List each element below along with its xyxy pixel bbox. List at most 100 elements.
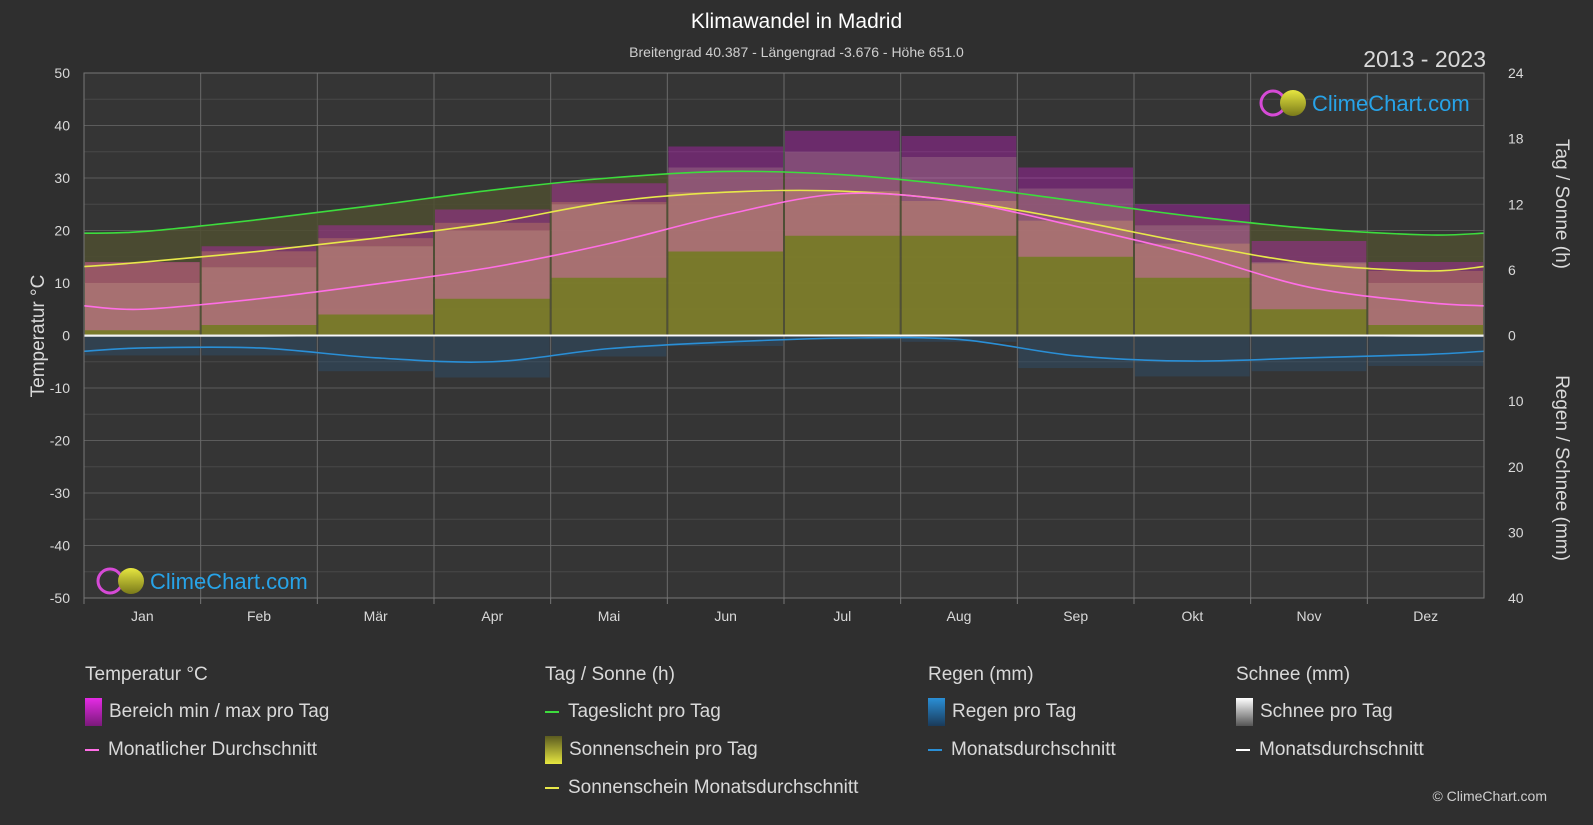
temp-range-bar [201, 267, 317, 325]
month-tick-label: Dez [1413, 608, 1438, 624]
year-range: 2013 - 2023 [1363, 46, 1486, 72]
sunshine-bar [201, 251, 317, 336]
temp-max-bar [1368, 262, 1483, 283]
legend-sunshine: Sonnenschein pro Tag [545, 736, 858, 764]
legend-rain-heading: Regen (mm) [928, 664, 1034, 685]
sunshine-bar [1018, 220, 1133, 336]
temp-avg-line [83, 192, 1485, 311]
sunshine-bar [668, 192, 783, 336]
sunshine-bar [318, 238, 433, 336]
sunshine-bar [435, 222, 550, 336]
daylight-line [83, 170, 1485, 236]
snow-swatch [1236, 698, 1253, 726]
sunshine-swatch [545, 736, 562, 764]
logo-top-right: ClimeChart.com [1259, 89, 1470, 117]
sunshine-bar [785, 191, 900, 336]
left-tick-label: -30 [50, 485, 70, 501]
left-tick-label: 50 [54, 65, 70, 81]
legend-sunshine-label: Sonnenschein pro Tag [569, 739, 758, 760]
legend-snow-label: Schnee pro Tag [1260, 701, 1393, 722]
daylight-swatch [545, 711, 559, 713]
logo-bottom-left: ClimeChart.com [96, 567, 308, 595]
temp-max-bar [201, 246, 317, 268]
legend-sunshine-avg: Sonnenschein Monatsdurchschnitt [545, 776, 858, 800]
chart-title: Klimawandel in Madrid [690, 10, 903, 33]
rain-bar [668, 335, 783, 346]
rain-bar [85, 335, 200, 356]
temp-max-bar [785, 130, 900, 152]
temp-range-bar [435, 230, 550, 299]
rain-bar [1368, 335, 1483, 366]
right-bottom-tick-label: 10 [1508, 393, 1524, 409]
legend-temp-range-label: Bereich min / max pro Tag [109, 701, 330, 722]
right-bottom-tick-label: 40 [1508, 590, 1524, 606]
rain-bar [1251, 335, 1367, 372]
legend-snow-avg: Monatsdurchschnitt [1236, 738, 1424, 762]
temp-range-swatch [85, 698, 102, 726]
legend-temperature: Temperatur °C Bereich min / max pro Tag … [85, 664, 329, 762]
logo-text-bottom: ClimeChart.com [150, 569, 308, 594]
month-tick-label: Apr [481, 608, 503, 624]
left-tick-label: -10 [50, 380, 70, 396]
temp-range-bar [318, 246, 433, 315]
sunshine-bar [1135, 243, 1250, 336]
right-bottom-tick-label: 30 [1508, 524, 1524, 540]
climate-chart: 50 40 30 20 10 0 -10 -20 -30 -40 -50 24 18 12 6 0 10 20 30… [28, 65, 1572, 624]
temp-max-bar [551, 183, 667, 205]
legend-rain: Regen (mm) Regen pro Tag Monatsdurchschn… [928, 664, 1116, 762]
temp-max-bar [668, 146, 783, 168]
logo-sun-icon [1280, 90, 1306, 116]
rain-bar [1135, 335, 1250, 377]
temp-range-bar [1018, 188, 1133, 257]
right-top-axis-title: Tag / Sonne (h) [1551, 139, 1572, 269]
legend-daylight: Tageslicht pro Tag [545, 700, 858, 724]
temp-max-bar [1135, 204, 1250, 226]
snow-avg-line [84, 334, 1485, 337]
left-tick-label: 0 [62, 328, 70, 344]
left-tick-label: 30 [54, 170, 70, 186]
legend-snow-heading: Schnee (mm) [1236, 664, 1351, 685]
sunshine-bar [1251, 263, 1367, 336]
left-tick-label: -20 [50, 433, 70, 449]
daylight-area [84, 171, 1484, 336]
temp-range-bar [1251, 262, 1367, 310]
month-tick-label: Jan [131, 608, 154, 624]
month-tick-label: Jul [833, 608, 851, 624]
legend-snow: Schnee (mm) Schnee pro Tag Monatsdurchsc… [1236, 664, 1424, 762]
sunshine-bar [85, 262, 200, 336]
sunshine-avg-swatch [545, 787, 559, 789]
right-top-tick-label: 6 [1508, 262, 1516, 278]
legend-snow-daily: Schnee pro Tag [1236, 698, 1424, 726]
legend-snow-avg-label: Monatsdurchschnitt [1259, 739, 1424, 760]
rain-bar [1018, 335, 1133, 369]
chart-subtitle: Breitengrad 40.387 - Längengrad -3.676 -… [629, 44, 964, 60]
left-tick-label: 40 [54, 118, 70, 134]
legend-temp-avg-label: Monatlicher Durchschnitt [108, 739, 318, 760]
temp-range-bar [551, 204, 667, 278]
right-top-tick-label: 0 [1508, 328, 1516, 344]
snow-avg-swatch [1236, 749, 1250, 751]
rain-avg-swatch [928, 749, 942, 751]
month-tick-label: Mär [364, 608, 388, 624]
sunshine-bar [1368, 270, 1483, 336]
copyright: © ClimeChart.com [1432, 788, 1547, 804]
legend-daylight-label: Tageslicht pro Tag [568, 701, 721, 722]
axis-ticks: 50 40 30 20 10 0 -10 -20 -30 -40 -50 24 18 12 6 0 10 20 30… [50, 65, 1524, 624]
temp-range-bar [1368, 283, 1483, 325]
legend-temp-range: Bereich min / max pro Tag [85, 698, 330, 726]
temp-max-bar [1251, 241, 1367, 262]
temp-range-bar [668, 167, 783, 252]
right-top-tick-label: 12 [1508, 196, 1524, 212]
temp-max-bar [85, 262, 200, 283]
right-top-tick-label: 24 [1508, 65, 1524, 81]
legend-sun-heading: Tag / Sonne (h) [545, 664, 675, 685]
left-tick-label: -40 [50, 538, 70, 554]
legend-temp-avg: Monatlicher Durchschnitt [85, 738, 329, 762]
legend-rain-avg-label: Monatsdurchschnitt [951, 739, 1116, 760]
sunshine-avg-line [83, 189, 1485, 272]
rain-swatch [928, 698, 945, 726]
right-top-tick-label: 18 [1508, 131, 1524, 147]
legend-rain-avg: Monatsdurchschnitt [928, 738, 1116, 762]
month-tick-label: Okt [1181, 608, 1203, 624]
sunshine-area [84, 171, 1484, 336]
